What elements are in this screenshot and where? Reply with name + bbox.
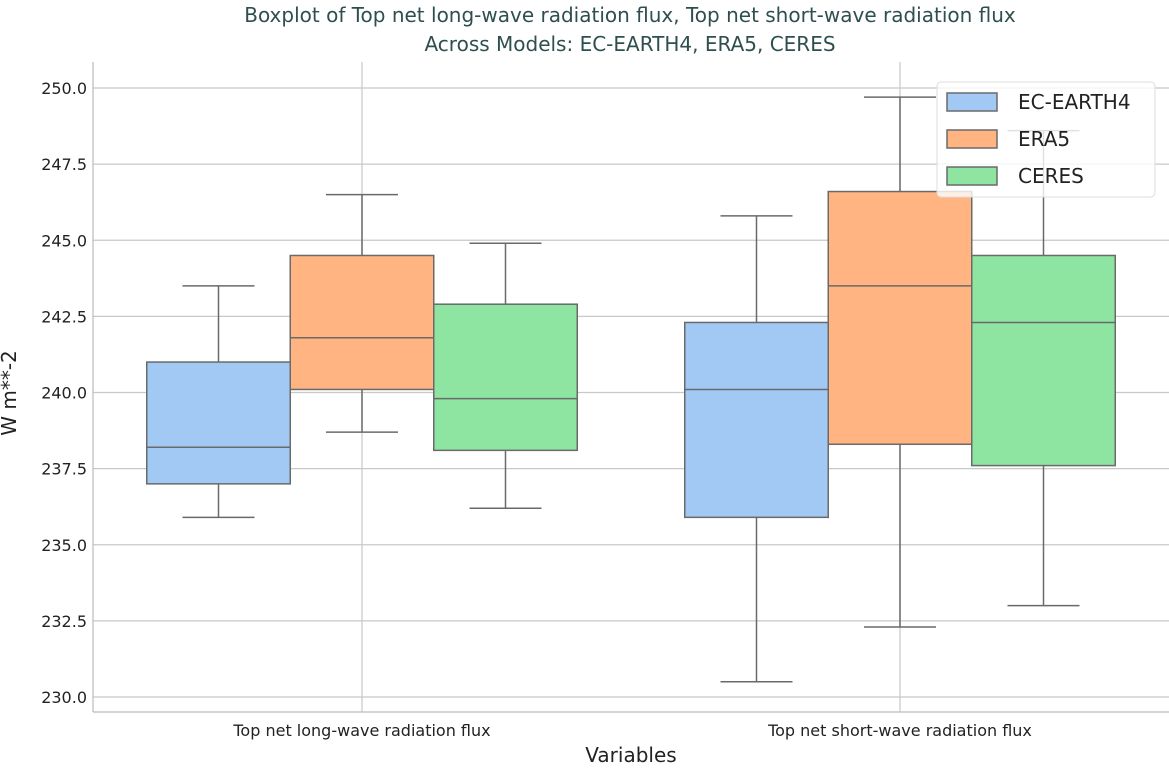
iqr-box [684, 321, 829, 519]
x-tick-label: Top net long-wave radiation flux [232, 721, 490, 740]
iqr-box [971, 254, 1116, 467]
y-tick-label: 240.0 [41, 384, 87, 403]
y-tick-label: 232.5 [41, 612, 87, 631]
y-tick-label: 230.0 [41, 688, 87, 707]
box-ec-earth4-1 [684, 215, 829, 683]
legend-swatch [946, 166, 998, 186]
box-ceres-0 [433, 242, 578, 509]
legend-label: ERA5 [1018, 127, 1070, 151]
x-tick-label: Top net short-wave radiation flux [767, 721, 1032, 740]
legend-swatch [946, 129, 998, 149]
legend-label: CERES [1018, 164, 1084, 188]
chart-subtitle: Across Models: EC-EARTH4, ERA5, CERES [424, 32, 835, 56]
y-tick-label: 235.0 [41, 536, 87, 555]
box-ceres-1 [971, 129, 1116, 607]
iqr-box [433, 303, 578, 452]
box-era5-0 [289, 193, 435, 433]
y-tick-label: 250.0 [41, 79, 87, 98]
y-tick-label: 237.5 [41, 460, 87, 479]
chart-title: Boxplot of Top net long-wave radiation f… [244, 3, 1016, 27]
box-era5-1 [827, 96, 973, 628]
iqr-box [289, 254, 435, 391]
legend-label: EC-EARTH4 [1018, 90, 1131, 114]
iqr-box [827, 190, 973, 446]
y-tick-label: 245.0 [41, 231, 87, 250]
y-tick-label: 242.5 [41, 307, 87, 326]
y-axis-label: W m**-2 [0, 350, 21, 436]
legend-swatch [946, 92, 998, 112]
x-axis-label: Variables [585, 743, 676, 766]
legend: EC-EARTH4 ERA5 CERES [936, 81, 1156, 198]
box-ec-earth4-0 [146, 285, 291, 519]
y-tick-label: 247.5 [41, 155, 87, 174]
iqr-box [146, 361, 291, 485]
